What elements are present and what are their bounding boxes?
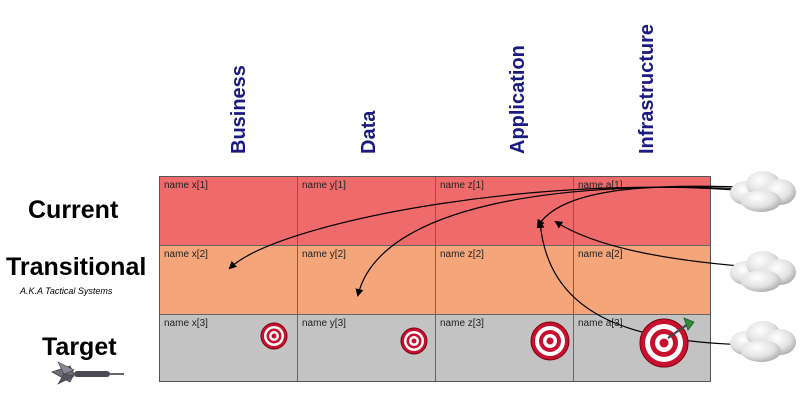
cell-label: name a[1] [578,180,623,191]
dart-icon [667,317,695,339]
cell-label: name a[2] [578,249,623,260]
cell-label: name z[2] [440,249,484,260]
row-label-transitional: Transitional [6,253,147,281]
cell-data-current: name y[1] [298,177,436,246]
cell-label: name x[3] [164,318,208,329]
cell-label: name z[3] [440,318,484,329]
cell-label: name y[3] [302,318,346,329]
cell-business-transitional: name x[2] [160,246,298,315]
target-icon [639,318,689,368]
cell-label: name y[2] [302,249,346,260]
target-icon [260,322,288,350]
arrow-cloud-to-data-transitional [355,186,766,297]
cell-label: name z[1] [440,180,484,191]
cell-application-current: name z[1] [436,177,574,246]
cell-label: name y[1] [302,180,346,191]
arrow-cloud-to-business-transitional [228,186,766,270]
dart-icon [51,361,124,385]
cell-application-transitional: name z[2] [436,246,574,315]
row-sublabel-tactical: A.K.A Tactical Systems [20,286,113,296]
cloud-icon [730,321,796,362]
row-label-current: Current [28,196,119,224]
target-icon [530,321,570,361]
cell-label: name x[2] [164,249,208,260]
arrow-transitional-cloud-to-application [554,220,766,269]
cell-infrastructure-transitional: name a[2] [574,246,710,315]
cell-label: name x[1] [164,180,208,191]
row-label-target: Target [42,333,117,361]
target-icon [400,327,428,355]
cloud-icon [730,171,796,212]
arrow-cloud-to-application-current [536,185,766,228]
arrow-target-cloud-to-application [536,220,766,346]
cell-label: name a[3] [578,318,623,329]
cell-data-transitional: name y[2] [298,246,436,315]
cell-business-current: name x[1] [160,177,298,246]
cloud-icon [730,251,796,292]
